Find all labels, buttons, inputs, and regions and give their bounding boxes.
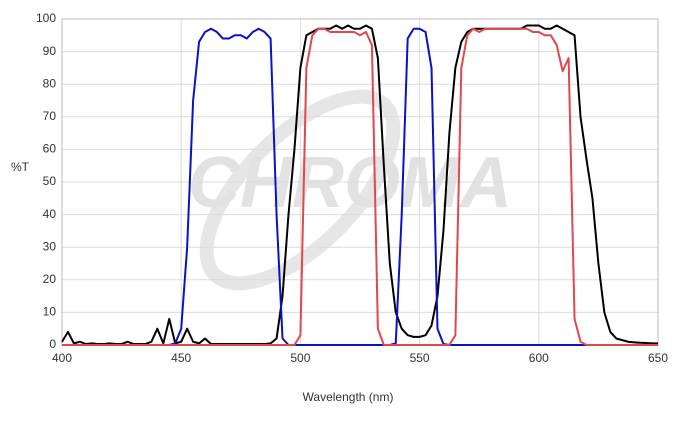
y-tick-label: 30 <box>43 239 57 253</box>
watermark-swoosh <box>199 89 401 291</box>
y-tick-label: 60 <box>43 142 57 156</box>
y-axis-label: %T <box>11 160 30 174</box>
y-tick-label: 20 <box>43 272 57 286</box>
x-tick-label: 600 <box>529 351 549 365</box>
x-tick-label: 550 <box>410 351 430 365</box>
y-tick-label: 40 <box>43 207 57 221</box>
y-tick-label: 80 <box>43 76 57 90</box>
y-tick-label: 70 <box>43 109 57 123</box>
x-tick-label: 650 <box>648 351 668 365</box>
series-line <box>61 24 658 346</box>
x-tick-label: 450 <box>171 351 191 365</box>
y-tick-label: 50 <box>43 174 57 188</box>
x-axis-label: Wavelength (nm) <box>303 390 394 404</box>
x-tick-label: 500 <box>290 351 310 365</box>
watermark: CHROMA <box>188 143 512 223</box>
series-line <box>62 27 658 346</box>
y-tick-label: 100 <box>36 11 56 25</box>
y-tick-label: 0 <box>49 337 56 351</box>
y-tick-label: 90 <box>43 44 57 58</box>
y-tick-label: 10 <box>43 305 57 319</box>
x-tick-label: 400 <box>52 351 72 365</box>
